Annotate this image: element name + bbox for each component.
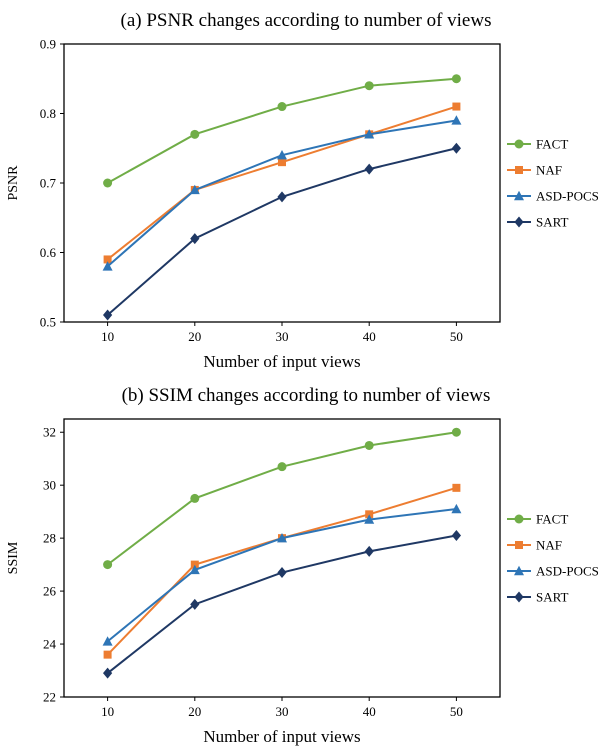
psnr-chart: (a) PSNR changes according to number of … bbox=[6, 10, 599, 372]
data-point-ASD-POCS bbox=[277, 150, 287, 160]
data-point-SART bbox=[103, 667, 113, 679]
y-tick-label: 22 bbox=[43, 690, 56, 705]
data-point-SART bbox=[190, 598, 200, 610]
data-point-SART bbox=[364, 163, 374, 175]
legend-marker-ASD-POCS bbox=[514, 565, 524, 576]
x-tick-label: 50 bbox=[450, 704, 463, 719]
data-point-NAF bbox=[452, 102, 461, 111]
y-tick-label: 0.5 bbox=[40, 315, 56, 330]
y-tick-label: 0.8 bbox=[40, 106, 56, 121]
legend-marker-SART bbox=[514, 216, 524, 228]
legend-label-SART: SART bbox=[536, 590, 569, 605]
plot-frame bbox=[63, 43, 501, 323]
y-tick-label: 0.9 bbox=[40, 37, 56, 52]
x-tick-label: 20 bbox=[188, 704, 201, 719]
x-tick-label: 50 bbox=[450, 329, 463, 344]
legend-label-NAF: NAF bbox=[536, 538, 562, 553]
legend-label-SART: SART bbox=[536, 215, 569, 230]
x-tick-label: 10 bbox=[101, 329, 114, 344]
psnr-chart-plot: 0.5 0.6 0.7 0.8 0.9 10 20 30 40 50 PSNR Number of i… bbox=[6, 37, 599, 372]
legend-marker-FACT bbox=[514, 514, 524, 524]
data-point-FACT bbox=[190, 493, 200, 503]
x-tick-label: 30 bbox=[276, 704, 289, 719]
legend-item-NAF: NAF bbox=[507, 163, 562, 178]
x-axis-label: Number of input views bbox=[203, 352, 360, 371]
legend-label-FACT: FACT bbox=[536, 512, 568, 527]
y-tick-label: 24 bbox=[43, 637, 57, 652]
legend-item-FACT: FACT bbox=[507, 137, 568, 152]
legend-marker-FACT bbox=[514, 139, 524, 149]
data-point-SART bbox=[364, 545, 374, 557]
data-point-SART bbox=[103, 309, 113, 321]
data-point-NAF bbox=[365, 510, 374, 519]
data-point-NAF bbox=[190, 560, 199, 569]
y-tick-label: 0.6 bbox=[40, 245, 57, 260]
data-point-SART bbox=[277, 191, 287, 203]
y-tick-label: 0.7 bbox=[40, 176, 57, 191]
data-point-ASD-POCS bbox=[364, 129, 375, 139]
data-point-SART bbox=[451, 529, 461, 541]
x-tick-label: 20 bbox=[188, 329, 201, 344]
series-line-FACT bbox=[107, 77, 457, 184]
x-tick-label: 40 bbox=[363, 329, 376, 344]
data-point-NAF bbox=[452, 483, 461, 492]
legend-label-NAF: NAF bbox=[536, 163, 562, 178]
legend-marker-NAF bbox=[515, 166, 523, 174]
x-tick-label: 30 bbox=[276, 329, 289, 344]
data-point-FACT bbox=[277, 462, 287, 472]
data-point-FACT bbox=[103, 560, 113, 570]
data-point-FACT bbox=[364, 440, 374, 450]
legend-item-FACT: FACT bbox=[507, 512, 568, 527]
data-point-NAF bbox=[103, 255, 112, 264]
psnr-chart-title: (a) PSNR changes according to number of … bbox=[120, 10, 492, 31]
legend-item-NAF: NAF bbox=[507, 538, 562, 553]
legend-label-ASD-POCS: ASD-POCS bbox=[536, 564, 599, 579]
data-point-NAF bbox=[278, 158, 286, 167]
ssim-chart-plot: 22 24 26 28 30 32 10 20 30 40 50 SSIM Number of inpu… bbox=[6, 418, 599, 746]
y-tick-label: 28 bbox=[43, 531, 56, 546]
series-line-SART bbox=[106, 534, 457, 674]
data-point-ASD-POCS bbox=[102, 636, 113, 646]
y-axis-label: SSIM bbox=[6, 541, 21, 574]
data-point-SART bbox=[277, 567, 287, 579]
data-point-ASD-POCS bbox=[364, 514, 375, 524]
data-point-ASD-POCS bbox=[189, 184, 200, 195]
data-point-NAF bbox=[103, 650, 112, 659]
legend-marker-ASD-POCS bbox=[514, 190, 524, 201]
data-point-ASD-POCS bbox=[102, 261, 113, 271]
ssim-chart-title: (b) SSIM changes according to number of … bbox=[121, 385, 491, 406]
legend-item-SART: SART bbox=[507, 590, 569, 605]
legend-item-ASD-POCS: ASD-POCS bbox=[507, 189, 599, 204]
data-point-ASD-POCS bbox=[451, 503, 462, 514]
data-point-FACT bbox=[364, 81, 374, 91]
data-point-SART bbox=[190, 233, 200, 245]
series-line-SART bbox=[106, 147, 457, 316]
data-point-ASD-POCS bbox=[277, 532, 287, 543]
legend-item-ASD-POCS: ASD-POCS bbox=[507, 564, 599, 579]
data-point-ASD-POCS bbox=[189, 564, 200, 575]
legend-label-FACT: FACT bbox=[536, 137, 568, 152]
ssim-chart: (b) SSIM changes according to number of … bbox=[0, 375, 612, 750]
data-point-FACT bbox=[277, 102, 287, 112]
y-tick-label: 26 bbox=[43, 584, 57, 599]
data-point-FACT bbox=[190, 129, 200, 139]
data-point-SART bbox=[451, 142, 461, 154]
data-point-ASD-POCS bbox=[451, 115, 462, 125]
y-tick-label: 30 bbox=[43, 478, 56, 493]
legend-label-ASD-POCS: ASD-POCS bbox=[536, 189, 599, 204]
legend-item-SART: SART bbox=[507, 215, 569, 230]
y-tick-label: 32 bbox=[43, 425, 56, 440]
data-point-FACT bbox=[103, 178, 113, 188]
x-axis-label: Number of input views bbox=[203, 727, 360, 746]
data-point-FACT bbox=[451, 427, 461, 437]
legend-marker-SART bbox=[514, 591, 524, 603]
legend-marker-NAF bbox=[515, 541, 523, 549]
x-tick-label: 10 bbox=[101, 704, 114, 719]
x-tick-label: 40 bbox=[363, 704, 376, 719]
y-axis-label: PSNR bbox=[6, 165, 21, 201]
data-point-FACT bbox=[451, 74, 461, 84]
